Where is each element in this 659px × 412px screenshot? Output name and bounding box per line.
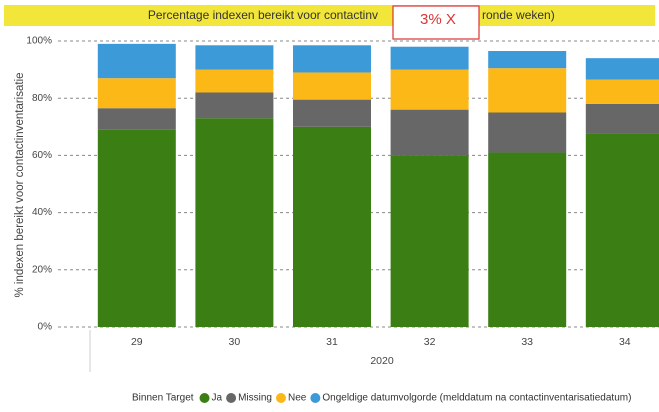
y-tick-label: 60% [32,150,52,161]
legend-swatch [199,393,210,403]
bar-segment [97,108,176,130]
bar-segment [585,103,659,134]
annotation: 3% X [420,11,456,28]
y-tick-label: 20% [32,264,52,275]
y-tick-label: 0% [38,322,53,333]
legend-label: Ongeldige datumvolgorde (melddatum na co… [322,393,631,404]
bar-segment [390,46,469,70]
bar-segment [195,118,274,327]
bar-segment [293,72,371,100]
legend-swatch [276,393,286,403]
x-axis-label: 2020 [370,355,394,367]
y-tick-label: 100% [26,36,52,47]
x-tick-label: 31 [326,336,338,348]
chart-title: Percentage indexen bereikt voor contacti… [148,8,378,22]
bar-segment [195,69,274,93]
bar-segment [585,133,659,327]
bar-segment [97,43,176,79]
legend-title: Binnen Target [132,393,194,404]
y-axis-label: % indexen bereikt voor contactinventaris… [14,72,26,297]
x-tick-label: 33 [521,336,533,348]
bar-segment [195,45,274,70]
chart-title: ronde weken) [482,8,555,22]
legend-label: Ja [212,393,223,404]
bar-segment [293,99,371,127]
bar-segment [488,112,567,153]
bar-segment [488,152,567,327]
x-tick-label: 29 [131,336,143,348]
legend-swatch [226,393,237,403]
bar-segment [390,109,469,156]
bar-segment [585,79,659,104]
bar-segment [488,68,567,113]
y-tick-label: 40% [32,207,52,218]
x-tick-label: 34 [619,336,631,348]
x-tick-label: 30 [229,336,241,348]
legend-label: Missing [238,393,272,404]
title-bar [4,5,655,26]
bar-segment [293,126,371,327]
bar-segment [390,155,469,327]
bar-segment [488,51,567,69]
bar-segment [293,45,371,73]
bar-segment [585,58,659,80]
annotation-box [392,5,480,40]
legend-swatch [310,393,321,403]
bar-segment [195,92,274,119]
bar-segment [97,78,176,109]
x-tick-label: 32 [424,336,436,348]
legend-label: Nee [288,393,307,404]
bar-segment [97,129,176,327]
y-tick-label: 80% [32,93,52,104]
bar-segment [390,69,469,110]
